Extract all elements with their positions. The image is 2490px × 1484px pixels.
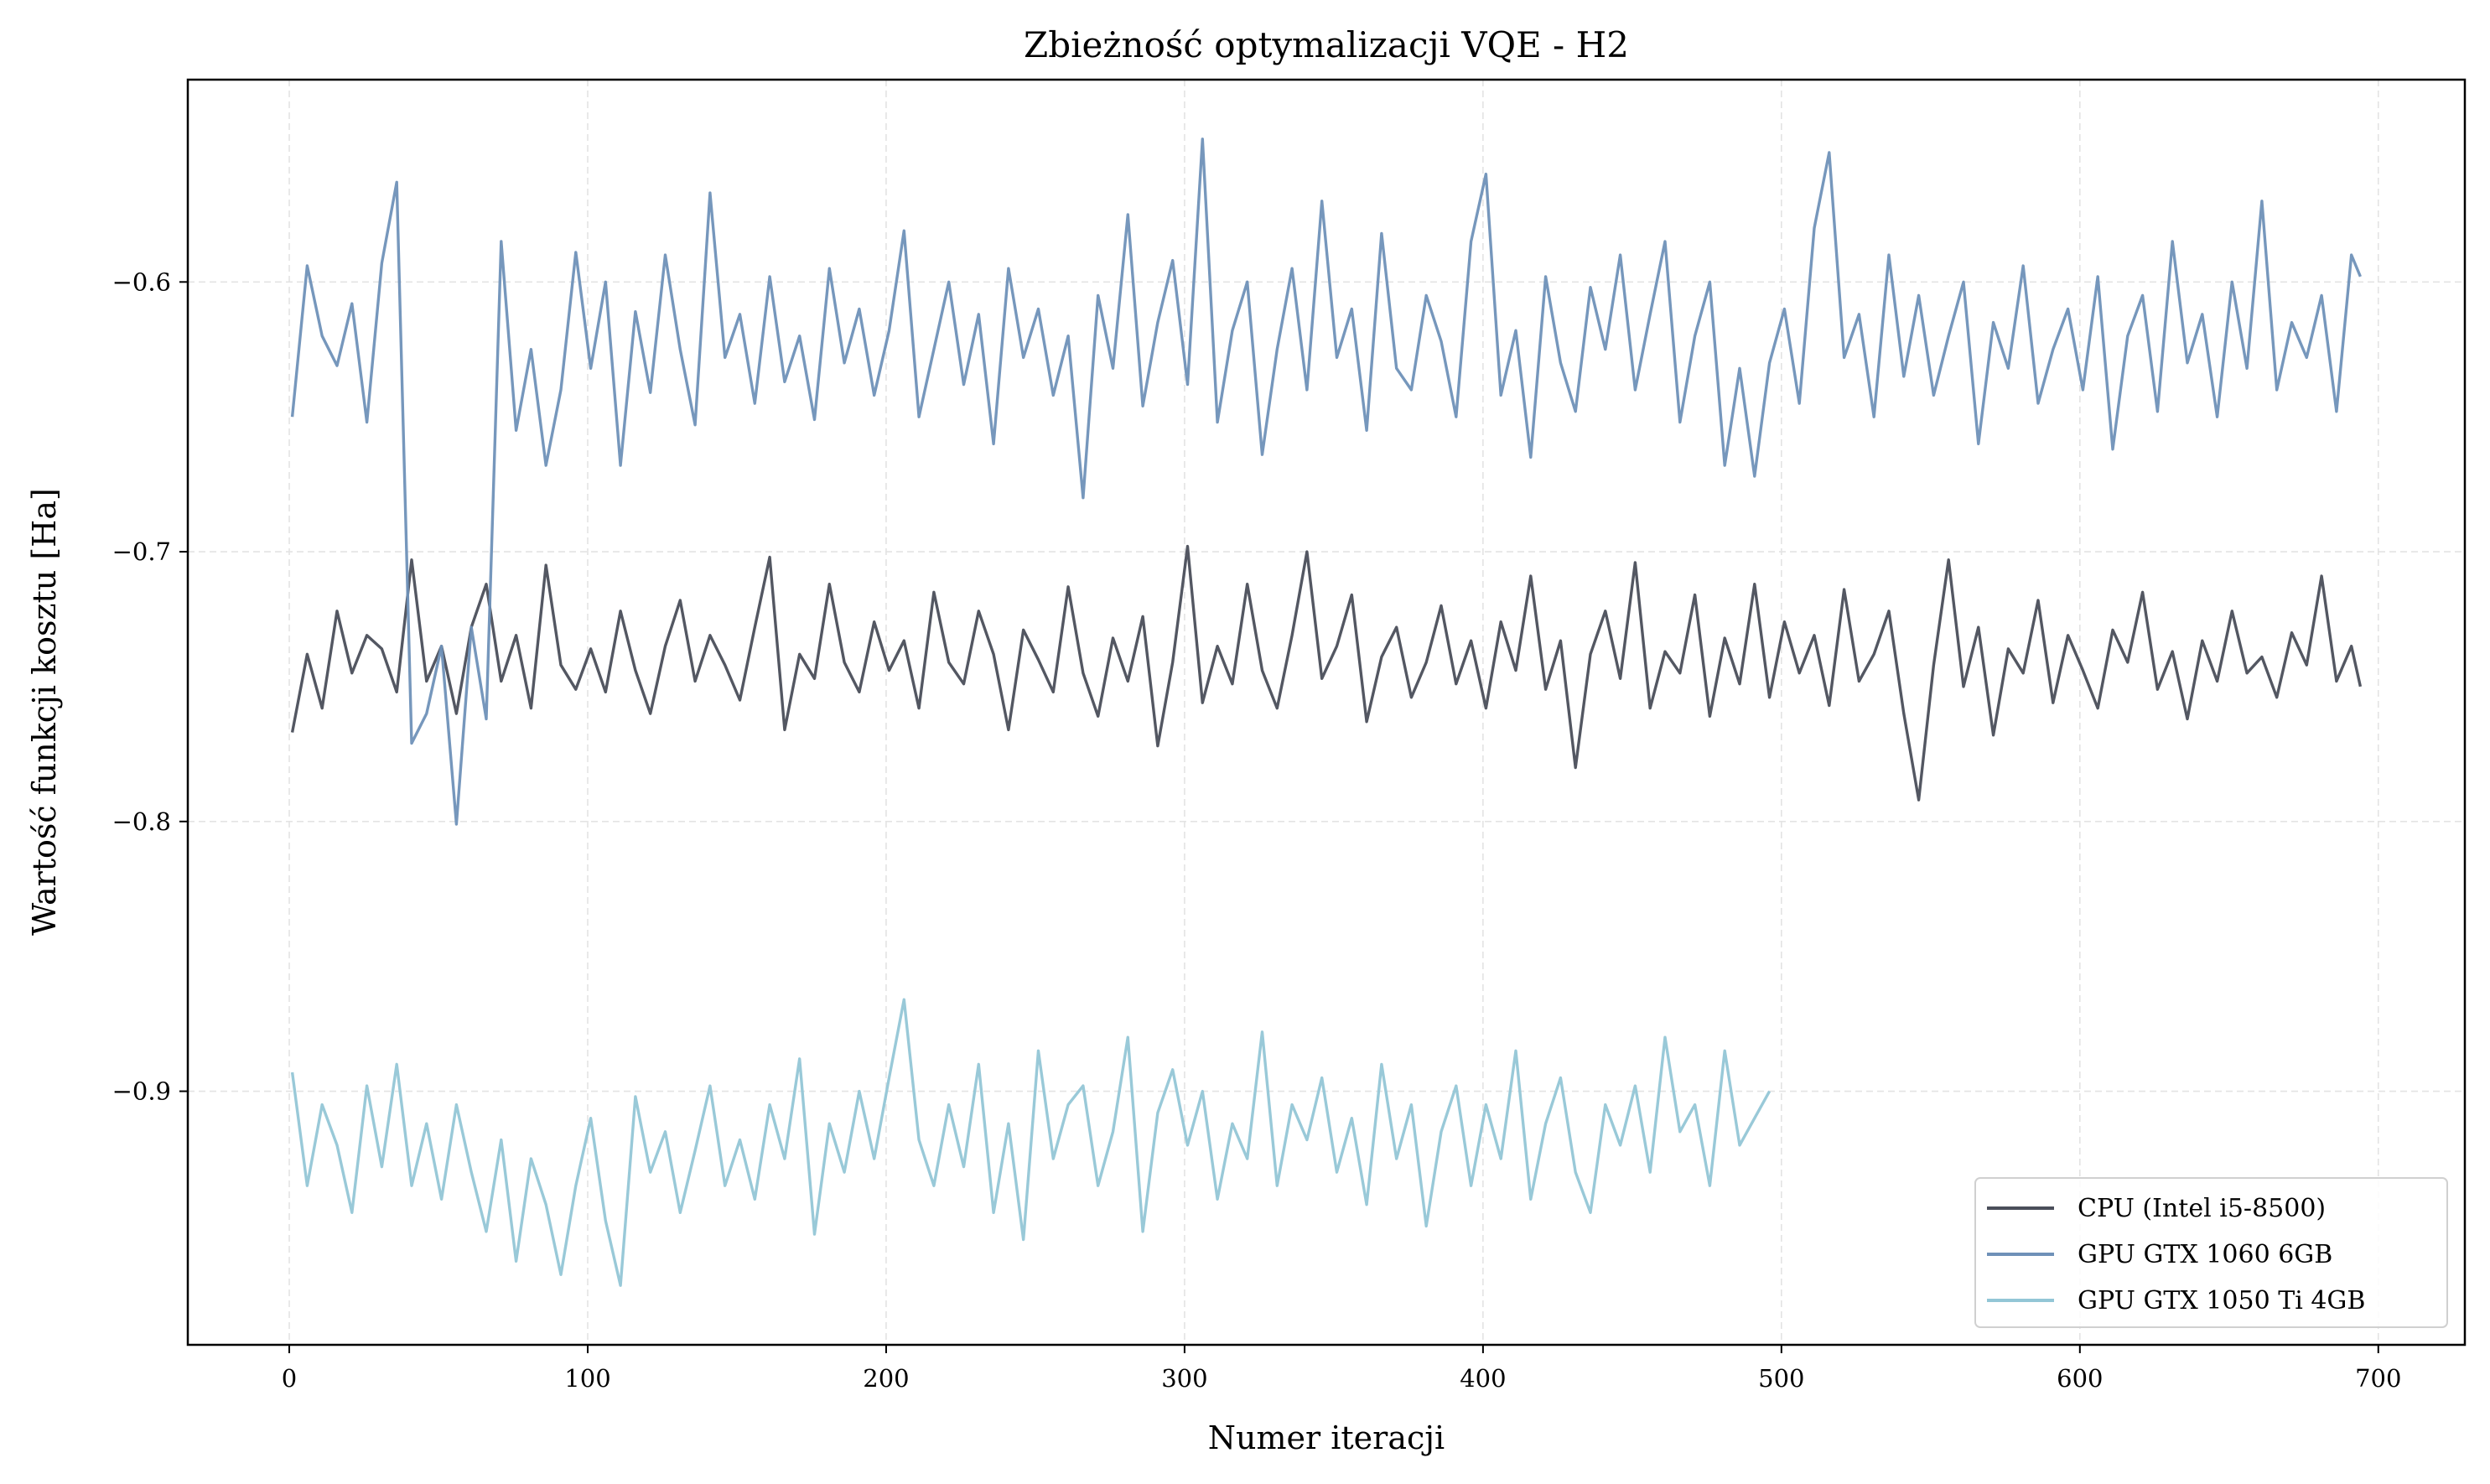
legend: CPU (Intel i5-8500) GPU GTX 1060 6GB GPU G… <box>1974 1177 2448 1328</box>
series-line-0 <box>290 544 2363 802</box>
chart-title: Zbieżność optymalizacji VQE - H2 <box>1024 24 1629 65</box>
grid <box>188 80 2465 1345</box>
x-tick-label: 700 <box>2355 1364 2401 1393</box>
y-tick-label: −0.8 <box>112 807 171 836</box>
x-tick-label: 600 <box>2057 1364 2103 1393</box>
legend-box <box>1974 1177 2448 1328</box>
legend-label: GPU GTX 1050 Ti 4GB <box>2078 1286 2365 1315</box>
series-line-2 <box>290 998 1772 1287</box>
y-tick-label: −0.9 <box>112 1077 171 1106</box>
x-axis-label: Numer iteracji <box>1208 1419 1445 1456</box>
plot-frame <box>186 78 2467 1346</box>
y-tick-label: −0.7 <box>112 537 171 566</box>
legend-label: CPU (Intel i5-8500) <box>2078 1194 2326 1223</box>
x-tick-label: 0 <box>282 1364 297 1393</box>
x-tick-label: 300 <box>1161 1364 1207 1393</box>
x-tick-label: 400 <box>1460 1364 1506 1393</box>
x-tick-label: 500 <box>1758 1364 1804 1393</box>
y-axis-label: Wartość funkcji kosztu [Ha] <box>26 488 63 936</box>
series-lines <box>290 138 2363 1287</box>
x-tick-label: 200 <box>863 1364 909 1393</box>
legend-label: GPU GTX 1060 6GB <box>2078 1240 2332 1269</box>
y-tick-label: −0.6 <box>112 267 171 296</box>
x-tick-label: 100 <box>564 1364 610 1393</box>
ticks: 0 100 200 300 400 500 600 700 −0.6 −0.7 −0.8 −0.9 <box>112 267 2402 1393</box>
series-line-1 <box>290 138 2362 826</box>
